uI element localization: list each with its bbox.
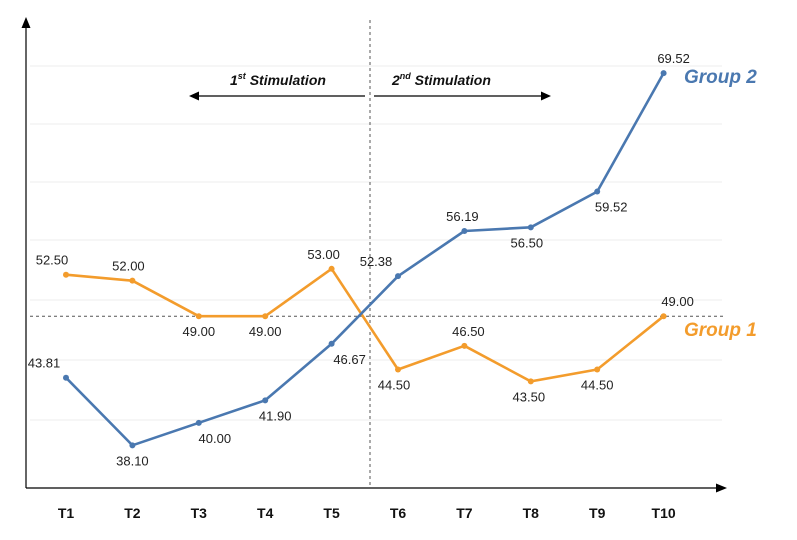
data-label-group-1: 44.50: [378, 378, 411, 393]
second-stimulation-sup: nd: [400, 71, 411, 81]
first-stimulation-number: 1: [230, 72, 238, 88]
data-point-group-1: [461, 342, 468, 349]
data-labels: 52.50 52.00 49.00 49.00 53.00 44.50 46.50 43.50…: [28, 51, 694, 468]
group-1-series-label: Group 1: [684, 320, 757, 341]
x-tick-label: T4: [257, 505, 274, 521]
x-tick-label: T1: [58, 505, 75, 521]
data-point-group-2: [527, 224, 534, 231]
data-point-group-2: [461, 228, 468, 235]
data-point-group-1: [195, 313, 202, 320]
data-label-group-2: 38.10: [116, 453, 149, 468]
data-label-group-2: 59.52: [595, 200, 628, 215]
first-stimulation-text: Stimulation: [246, 72, 326, 88]
x-tick-label: T2: [124, 505, 141, 521]
data-point-group-2: [660, 70, 667, 77]
data-label-group-2: 56.19: [446, 209, 479, 224]
data-label-group-1: 53.00: [307, 247, 340, 262]
series-lines: [65, 72, 665, 447]
data-points: [63, 70, 667, 449]
first-stimulation-arrowhead: [189, 91, 199, 101]
data-label-group-1: 43.50: [513, 389, 546, 404]
data-label-group-1: 46.50: [452, 324, 485, 339]
x-tick-label: T7: [456, 505, 473, 521]
data-point-group-1: [594, 366, 601, 373]
data-label-group-2: 56.50: [511, 235, 544, 250]
first-stimulation-sup: st: [238, 71, 247, 81]
data-label-group-2: 69.52: [657, 51, 690, 66]
data-point-group-2: [328, 340, 335, 347]
x-tick-label: T3: [191, 505, 208, 521]
data-point-group-2: [195, 419, 202, 426]
second-stimulation-number: 2: [391, 72, 400, 88]
data-label-group-1: 49.00: [183, 324, 216, 339]
first-stimulation-label: 1st Stimulation: [230, 71, 326, 88]
data-point-group-1: [660, 313, 667, 320]
x-axis-arrow: [716, 483, 727, 493]
second-stimulation-annotation: 2nd Stimulation: [374, 71, 551, 101]
data-label-group-1: 49.00: [249, 324, 282, 339]
data-label-group-2: 52.38: [360, 254, 393, 269]
series-line-group-1: [65, 267, 665, 383]
data-label-group-2: 41.90: [259, 408, 292, 423]
data-point-group-1: [395, 366, 401, 373]
x-tick-label: T6: [390, 505, 407, 521]
data-label-group-1: 49.00: [661, 294, 694, 309]
data-label-group-1: 52.00: [112, 259, 145, 274]
data-point-group-1: [262, 313, 269, 320]
data-point-group-1: [129, 277, 136, 284]
data-point-group-2: [395, 273, 401, 280]
second-stimulation-label: 2nd Stimulation: [391, 71, 491, 88]
x-tick-labels: T1 T2 T3 T4 T5 T6 T7 T8 T9 T10: [58, 505, 676, 521]
data-point-group-1: [63, 271, 69, 278]
data-point-group-2: [129, 442, 136, 449]
x-tick-label: T9: [589, 505, 606, 521]
second-stimulation-arrowhead: [541, 91, 551, 101]
group-2-series-label: Group 2: [684, 67, 757, 88]
x-tick-label: T10: [652, 505, 676, 521]
y-axis-arrow: [21, 17, 31, 28]
second-stimulation-text: Stimulation: [411, 72, 491, 88]
data-label-group-2: 46.67: [333, 352, 366, 367]
x-tick-label: T5: [323, 505, 340, 521]
data-point-group-2: [63, 374, 69, 381]
data-label-group-2: 40.00: [199, 431, 232, 446]
data-point-group-1: [328, 265, 335, 272]
data-label-group-2: 43.81: [28, 356, 61, 371]
series-line-group-2: [65, 72, 665, 447]
data-point-group-2: [262, 397, 269, 404]
gridlines: [30, 65, 722, 421]
data-label-group-1: 44.50: [581, 378, 614, 393]
data-point-group-1: [527, 378, 534, 385]
x-tick-label: T8: [523, 505, 540, 521]
data-point-group-2: [594, 188, 601, 195]
data-label-group-1: 52.50: [36, 253, 69, 268]
first-stimulation-annotation: 1st Stimulation: [189, 71, 365, 101]
